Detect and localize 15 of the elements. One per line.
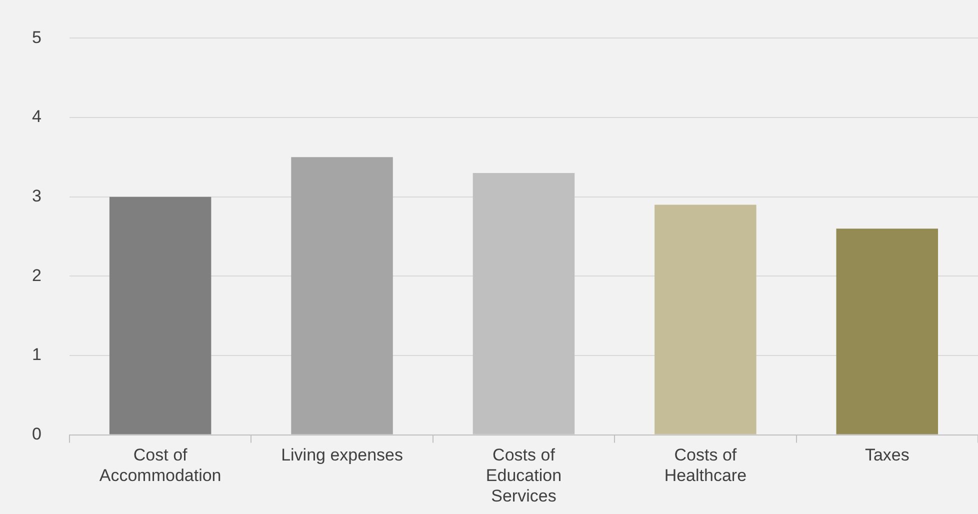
y-tick-label: 3 xyxy=(32,186,42,206)
bar xyxy=(654,204,756,434)
bar xyxy=(291,157,393,434)
y-tick-label: 4 xyxy=(32,107,42,126)
x-tick-label: Living expenses xyxy=(281,446,403,465)
y-tick-label: 1 xyxy=(32,345,42,364)
x-tick-label: Taxes xyxy=(864,446,910,465)
y-tick-label: 0 xyxy=(32,424,42,444)
y-tick-label: 2 xyxy=(32,266,42,285)
x-tick-label: Cost of Accommodation xyxy=(99,446,222,486)
bar xyxy=(109,196,212,434)
x-tick-label: Costs of Healthcare xyxy=(664,446,747,486)
x-tick-label: Costs of Education Services xyxy=(486,446,562,506)
y-tick-label: 5 xyxy=(32,28,42,47)
bar xyxy=(836,228,938,434)
